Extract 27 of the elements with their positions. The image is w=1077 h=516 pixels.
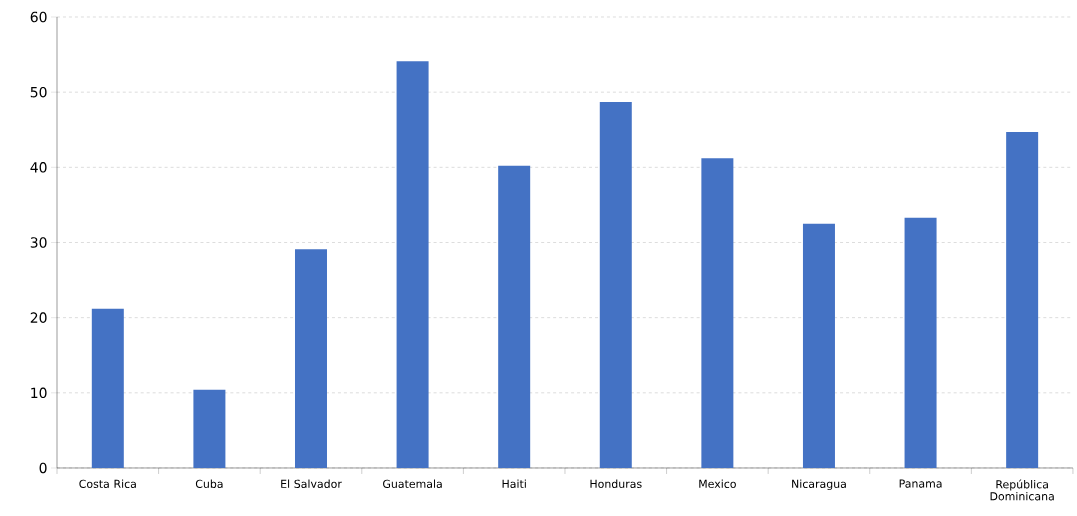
y-tick-label: 0 [39, 462, 47, 474]
y-tick-label: 10 [31, 387, 47, 399]
x-tick-label: El Salvador [281, 479, 342, 488]
y-tick-label: 60 [30, 11, 47, 23]
bar [904, 217, 937, 468]
x-tick-label: Haiti [502, 479, 526, 488]
bar [701, 158, 734, 468]
x-tick-label: República Dominicana [990, 479, 1054, 501]
x-tick-label: Mexico [699, 479, 736, 488]
x-tick-label: Nicaragua [792, 479, 846, 491]
bar [396, 61, 429, 468]
x-tick-label: Cuba [195, 479, 223, 488]
x-tick-label: Panama [899, 479, 942, 488]
bar [295, 249, 327, 468]
x-tick-label: Guatemala [383, 479, 442, 488]
y-tick-label: 50 [30, 86, 47, 98]
bar [193, 389, 226, 468]
x-tick-label: Honduras [590, 479, 642, 488]
bar [802, 223, 835, 468]
y-tick-label: 20 [30, 312, 47, 323]
x-tick-label: Costa Rica [79, 479, 136, 488]
y-tick-label: 40 [30, 162, 47, 173]
bar [498, 165, 531, 468]
y-tick-label: 30 [30, 237, 47, 248]
bar [599, 101, 632, 468]
bar [1006, 131, 1039, 468]
bar [91, 308, 124, 468]
